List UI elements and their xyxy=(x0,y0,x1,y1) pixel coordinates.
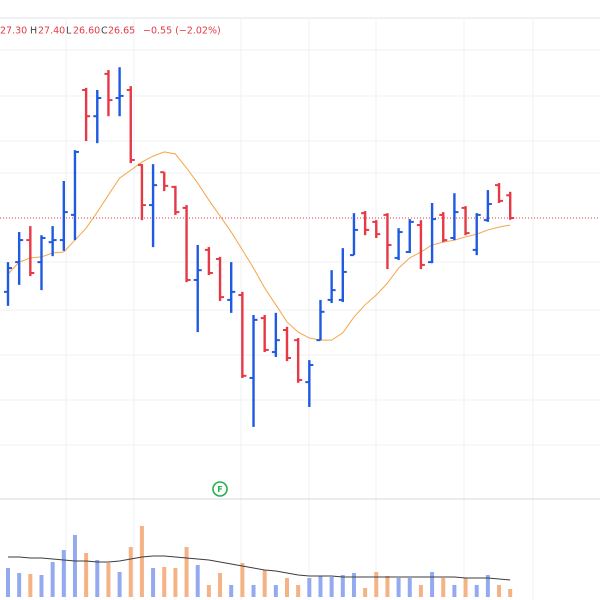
volume-bar xyxy=(351,573,356,597)
volume-bar xyxy=(128,547,133,597)
open-value: 27.30 xyxy=(0,26,27,37)
volume-bar xyxy=(418,585,423,597)
volume-bar xyxy=(340,575,345,597)
high-label: H xyxy=(30,26,37,37)
volume-bar xyxy=(307,578,312,597)
volume-bar xyxy=(206,585,211,597)
low-label: L xyxy=(66,26,72,37)
volume-bar xyxy=(474,585,479,597)
volume-bar xyxy=(262,570,267,597)
volume-bar xyxy=(407,578,412,597)
volume-bar xyxy=(463,578,468,597)
volume-bar xyxy=(452,585,457,597)
volume-bar xyxy=(39,575,44,597)
volume-bar xyxy=(218,573,223,597)
volume-bar xyxy=(28,574,33,597)
volume-bar xyxy=(17,573,22,597)
volume-bar xyxy=(240,563,245,597)
volume-bar xyxy=(396,578,401,597)
grid xyxy=(0,17,600,600)
volume-bar xyxy=(497,585,502,597)
low-value: 26.60 xyxy=(73,26,100,37)
volume-bar xyxy=(385,576,390,597)
event-marker[interactable] xyxy=(212,481,228,497)
volume-bar xyxy=(61,550,66,597)
volume-bar xyxy=(50,562,55,597)
volume-bar xyxy=(173,568,178,597)
close-label: C xyxy=(101,26,108,37)
volume-bar xyxy=(95,560,100,597)
volume-ma-line xyxy=(8,555,511,581)
close-value: 26.65 xyxy=(108,26,135,37)
volume-bar xyxy=(106,563,111,597)
plot xyxy=(0,67,600,597)
volume-bar xyxy=(251,585,256,597)
volume-bar xyxy=(162,567,167,597)
volume-bar xyxy=(139,526,144,597)
volume-bar xyxy=(151,568,156,597)
volume-bar xyxy=(296,585,301,597)
volume-bar xyxy=(329,577,334,597)
volume-bar xyxy=(441,578,446,597)
volume-bar xyxy=(430,572,435,597)
event-marker-label: F xyxy=(217,485,222,494)
volume-bar xyxy=(273,585,278,597)
ma-line xyxy=(7,151,511,341)
volume-bar xyxy=(508,589,513,597)
change-value: −0.55 (−2.02%) xyxy=(143,26,221,37)
volume-bar xyxy=(84,553,89,597)
volume-bar xyxy=(195,565,200,597)
volume-bar xyxy=(117,572,122,597)
volume-bar xyxy=(229,585,234,597)
volume-bar xyxy=(363,588,368,597)
volume-bar xyxy=(285,578,289,597)
volume-bar xyxy=(6,568,10,597)
volume-bar xyxy=(184,547,189,597)
high-value: 27.40 xyxy=(38,26,65,37)
volume-bar xyxy=(72,535,77,597)
volume-bar xyxy=(485,575,490,597)
volume-bar xyxy=(374,572,379,597)
volume-bar xyxy=(318,576,323,597)
